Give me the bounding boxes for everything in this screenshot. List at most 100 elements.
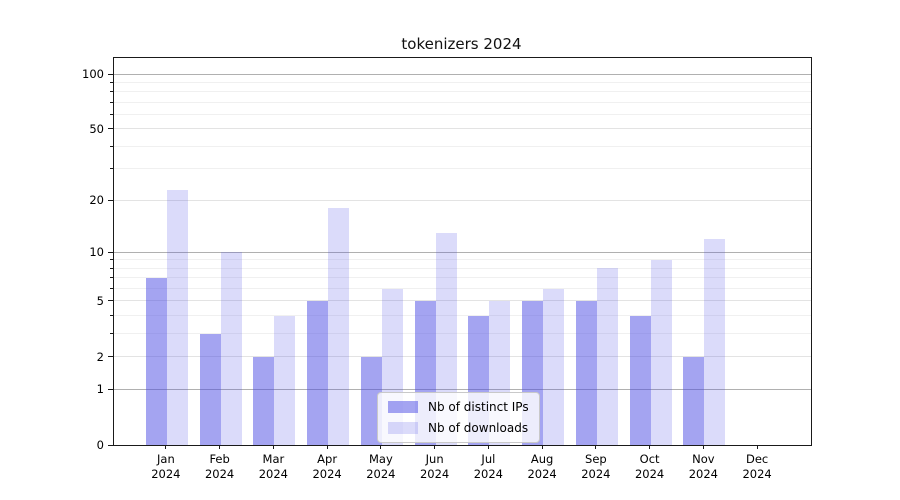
x-slot-nov: Nov 2024 [677, 445, 731, 482]
x-tick-label-oct: Oct 2024 [634, 452, 665, 481]
month-slot-jul [463, 58, 517, 445]
month-slot-jan [140, 58, 194, 445]
legend-swatch-distinct-ips [388, 401, 418, 413]
bar-distinct-ips-jan [145, 277, 167, 445]
y-gridline-7 [114, 277, 811, 279]
x-tick-label-feb: Feb 2024 [204, 452, 235, 481]
y-minor-tick-3 [110, 333, 113, 335]
y-tick-2 [108, 356, 113, 358]
y-gridline-3 [114, 333, 811, 335]
bar-downloads-feb [220, 252, 242, 445]
bar-distinct-ips-sep [575, 301, 597, 445]
x-tick-label-aug: Aug 2024 [527, 452, 557, 481]
y-tick-0 [108, 444, 113, 446]
month-slot-mar [248, 58, 302, 445]
x-tick [434, 445, 436, 449]
x-tick-label-dec: Dec 2024 [742, 452, 772, 481]
y-tick-label-50: 50 [89, 121, 104, 136]
x-axis: Jan 2024 Feb 2024 Mar 2024 Apr 2024 May 2024 Jun 20… [113, 445, 810, 482]
bar-group [145, 189, 188, 445]
x-tick [219, 445, 221, 449]
x-tick-label-apr: Apr 2024 [312, 452, 342, 481]
legend-label-distinct-ips: Nb of distinct IPs [428, 400, 529, 414]
x-tick [272, 445, 274, 449]
x-slot-jun: Jun 2024 [408, 445, 462, 482]
bar-group [307, 208, 350, 445]
legend-label-downloads: Nb of downloads [428, 421, 529, 435]
y-tick-label-0: 0 [96, 438, 104, 452]
month-slot-may [355, 58, 409, 445]
bar-distinct-ips-apr [307, 301, 329, 445]
plot-area: 0 1 2 5 10 20 50 100 Nb of distinct IPs Nb of d… [82, 57, 812, 452]
y-gridline-30 [114, 168, 811, 170]
x-tick [702, 445, 704, 449]
y-gridline-90 [114, 81, 811, 83]
month-slot-feb [194, 58, 248, 445]
bar-group [629, 259, 672, 445]
x-tick [649, 445, 651, 449]
y-minor-tick-30 [110, 168, 113, 170]
x-tick-label-mar: Mar 2024 [258, 452, 289, 481]
x-tick [756, 445, 758, 449]
bar-distinct-ips-oct [629, 315, 651, 445]
y-gridline-50 [114, 128, 811, 130]
y-tick-50 [108, 128, 113, 130]
bar-group [199, 252, 242, 445]
y-tick-100 [108, 73, 113, 75]
y-minor-tick-9 [110, 259, 113, 261]
y-tick-10 [108, 251, 113, 253]
month-slot-apr [301, 58, 355, 445]
y-tick-label-100: 100 [82, 67, 104, 81]
y-minor-tick-40 [110, 145, 113, 147]
x-tick [380, 445, 382, 449]
y-gridline-20 [114, 199, 811, 201]
y-tick-1 [108, 388, 113, 390]
bar-downloads-jun [435, 232, 457, 445]
x-slot-feb: Feb 2024 [193, 445, 247, 482]
bar-downloads-nov [704, 238, 726, 445]
bar-distinct-ips-nov [683, 356, 705, 445]
y-minor-tick-60 [110, 114, 113, 116]
x-slot-aug: Aug 2024 [515, 445, 569, 482]
y-gridline-10 [114, 251, 811, 253]
y-minor-tick-6 [110, 288, 113, 290]
bars-layer [114, 58, 811, 445]
month-slot-sep [570, 58, 624, 445]
bar-distinct-ips-mar [253, 356, 275, 445]
x-slot-apr: Apr 2024 [300, 445, 354, 482]
y-gridline-60 [114, 114, 811, 116]
y-minor-tick-70 [110, 101, 113, 103]
y-tick-label-20: 20 [89, 193, 104, 208]
y-tick-label-5: 5 [96, 293, 104, 308]
month-slot-nov [678, 58, 732, 445]
x-tick [595, 445, 597, 449]
x-tick [541, 445, 543, 449]
y-gridline-100 [114, 73, 811, 75]
bar-downloads-apr [328, 208, 350, 445]
bar-distinct-ips-may [360, 356, 382, 445]
y-minor-tick-8 [110, 267, 113, 269]
y-minor-tick-80 [110, 91, 113, 93]
x-slot-mar: Mar 2024 [247, 445, 301, 482]
month-slot-oct [624, 58, 678, 445]
x-slot-jan: Jan 2024 [139, 445, 193, 482]
x-tick-label-sep: Sep 2024 [581, 452, 611, 481]
bar-group [683, 238, 726, 445]
x-slot-dec: Dec 2024 [730, 445, 784, 482]
y-gridline-70 [114, 101, 811, 103]
bar-downloads-aug [543, 288, 565, 445]
y-minor-tick-4 [110, 315, 113, 317]
month-slot-jun [409, 58, 463, 445]
y-gridline-5 [114, 300, 811, 302]
y-gridline-80 [114, 91, 811, 93]
y-tick-5 [108, 300, 113, 302]
bar-downloads-oct [650, 259, 672, 445]
y-tick-label-10: 10 [89, 245, 104, 260]
x-slot-oct: Oct 2024 [623, 445, 677, 482]
x-tick-label-may: May 2024 [366, 452, 396, 481]
y-minor-tick-90 [110, 81, 113, 83]
x-tick [487, 445, 489, 449]
x-tick-label-jul: Jul 2024 [473, 452, 504, 481]
legend-item-distinct-ips: Nb of distinct IPs [388, 400, 529, 414]
